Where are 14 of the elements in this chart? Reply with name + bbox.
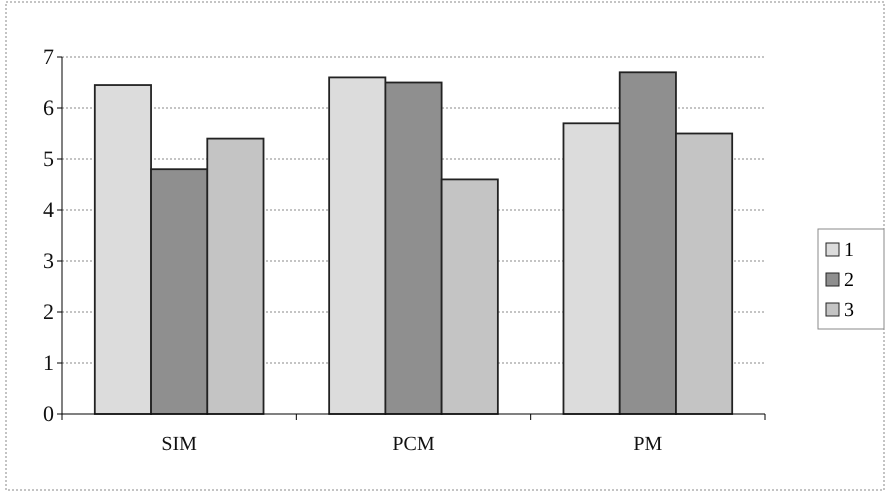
y-tick-label: 3 [43, 248, 54, 274]
legend-label: 3 [844, 299, 854, 321]
legend-label: 2 [844, 269, 854, 291]
y-tick-label: 2 [43, 299, 54, 324]
y-tick-label: 6 [43, 95, 54, 120]
x-tick-label: SIM [161, 433, 198, 456]
y-tick-label: 4 [43, 197, 54, 222]
legend-label: 1 [844, 239, 854, 261]
x-tick-label: PM [633, 433, 663, 456]
y-tick-label: 5 [43, 146, 54, 172]
y-tick-label: 7 [43, 44, 54, 70]
y-tick-label: 0 [43, 401, 54, 426]
y-tick-label: 1 [43, 350, 54, 376]
x-tick-label: PCM [392, 433, 435, 456]
